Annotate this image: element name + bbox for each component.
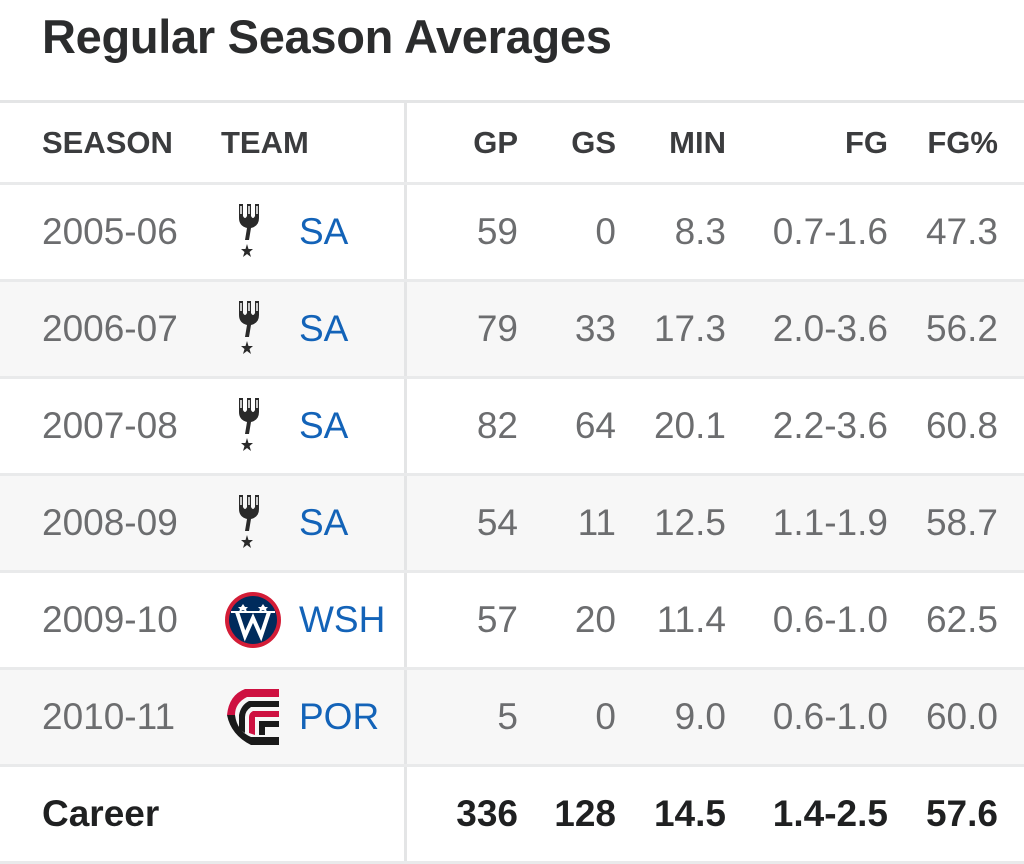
gs-cell: 11: [577, 502, 616, 543]
gs-cell: 0: [595, 211, 616, 252]
fg-cell: 2.0-3.6: [772, 308, 888, 349]
table-header-row: SEASON TEAM GP GS MIN FG FG%: [0, 103, 1024, 185]
column-divider: [404, 767, 407, 861]
column-divider: [404, 379, 407, 473]
min-cell: 12.5: [653, 502, 726, 543]
fg-pct-cell: 58.7: [925, 502, 998, 543]
min-cell: 11.4: [656, 599, 726, 640]
gp-cell: 54: [476, 502, 518, 543]
team-link[interactable]: SA: [299, 211, 349, 252]
fg-pct-cell: 60.8: [925, 405, 998, 446]
column-divider: [404, 670, 407, 764]
stats-table: SEASON TEAM GP GS MIN FG FG% 2005-06 SA …: [0, 100, 1024, 864]
team-link[interactable]: SA: [299, 405, 349, 446]
fg-cell: 1.1-1.9: [772, 502, 888, 543]
gs-cell: 20: [574, 599, 616, 640]
blazers-logo-icon[interactable]: [221, 685, 285, 749]
team-cell[interactable]: POR: [221, 670, 379, 764]
season-cell: 2005-06: [42, 211, 178, 252]
career-fg-cell: 1.4-2.5: [772, 793, 888, 834]
gp-cell: 79: [476, 308, 518, 349]
column-header-team[interactable]: TEAM: [221, 124, 309, 160]
min-cell: 17.3: [653, 308, 726, 349]
gp-cell: 59: [476, 211, 518, 252]
column-divider: [404, 282, 407, 376]
table-row: 2010-11 POR 5 0 9.0 0.6-1.0 60.0: [0, 670, 1024, 767]
fg-cell: 2.2-3.6: [772, 405, 888, 446]
column-divider: [404, 476, 407, 570]
career-label: Career: [42, 793, 160, 834]
season-cell: 2007-08: [42, 405, 178, 446]
fg-pct-cell: 62.5: [925, 599, 998, 640]
column-divider: [404, 573, 407, 667]
min-cell: 9.0: [674, 696, 726, 737]
table-row: 2007-08 SA 82 64 20.1 2.2-3.6 60.8: [0, 379, 1024, 476]
career-gs-cell: 128: [554, 793, 616, 834]
spurs-logo-icon[interactable]: [221, 394, 285, 458]
fg-cell: 0.6-1.0: [772, 599, 888, 640]
wizards-logo-icon[interactable]: [221, 588, 285, 652]
team-link[interactable]: WSH: [299, 599, 386, 640]
season-cell: 2009-10: [42, 599, 178, 640]
team-cell[interactable]: SA: [221, 379, 348, 473]
spurs-logo-icon[interactable]: [221, 297, 285, 361]
column-divider: [404, 185, 407, 279]
season-cell: 2010-11: [42, 696, 176, 737]
gp-cell: 5: [497, 696, 518, 737]
team-cell[interactable]: SA: [221, 476, 348, 570]
column-divider: [404, 103, 407, 182]
column-header-gs[interactable]: GS: [571, 124, 616, 160]
gs-cell: 0: [595, 696, 616, 737]
min-cell: 20.1: [653, 405, 726, 446]
career-gp-cell: 336: [456, 793, 518, 834]
gs-cell: 33: [574, 308, 616, 349]
column-header-fg-pct[interactable]: FG%: [927, 124, 998, 160]
team-link[interactable]: POR: [299, 696, 380, 737]
min-cell: 8.3: [674, 211, 726, 252]
table-row: 2008-09 SA 54 11 12.5 1.1-1.9 58.7: [0, 476, 1024, 573]
column-header-min[interactable]: MIN: [669, 124, 726, 160]
fg-cell: 0.6-1.0: [772, 696, 888, 737]
season-cell: 2008-09: [42, 502, 178, 543]
table-row: 2005-06 SA 59 0 8.3 0.7-1.6 47.3: [0, 185, 1024, 282]
spurs-logo-icon[interactable]: [221, 491, 285, 555]
team-link[interactable]: SA: [299, 308, 349, 349]
fg-pct-cell: 60.0: [925, 696, 998, 737]
team-cell[interactable]: SA: [221, 282, 348, 376]
career-min-cell: 14.5: [653, 793, 726, 834]
column-header-fg[interactable]: FG: [844, 124, 888, 160]
career-fg-pct-cell: 57.6: [925, 793, 998, 834]
gp-cell: 57: [476, 599, 518, 640]
team-cell[interactable]: SA: [221, 185, 348, 279]
gp-cell: 82: [476, 405, 518, 446]
column-header-season[interactable]: SEASON: [42, 124, 173, 160]
fg-pct-cell: 47.3: [925, 211, 998, 252]
fg-pct-cell: 56.2: [925, 308, 998, 349]
page-title: Regular Season Averages: [42, 10, 612, 63]
gs-cell: 64: [574, 405, 616, 446]
fg-cell: 0.7-1.6: [772, 211, 888, 252]
team-cell[interactable]: WSH: [221, 573, 385, 667]
career-row: Career 336 128 14.5 1.4-2.5 57.6: [0, 767, 1024, 864]
team-link[interactable]: SA: [299, 502, 349, 543]
spurs-logo-icon[interactable]: [221, 200, 285, 264]
table-row: 2009-10 WSH 57 20 11.4 0.6-1.0 62.5: [0, 573, 1024, 670]
column-header-gp[interactable]: GP: [473, 124, 518, 160]
season-cell: 2006-07: [42, 308, 178, 349]
table-row: 2006-07 SA 79 33 17.3 2.0-3.6 56.2: [0, 282, 1024, 379]
